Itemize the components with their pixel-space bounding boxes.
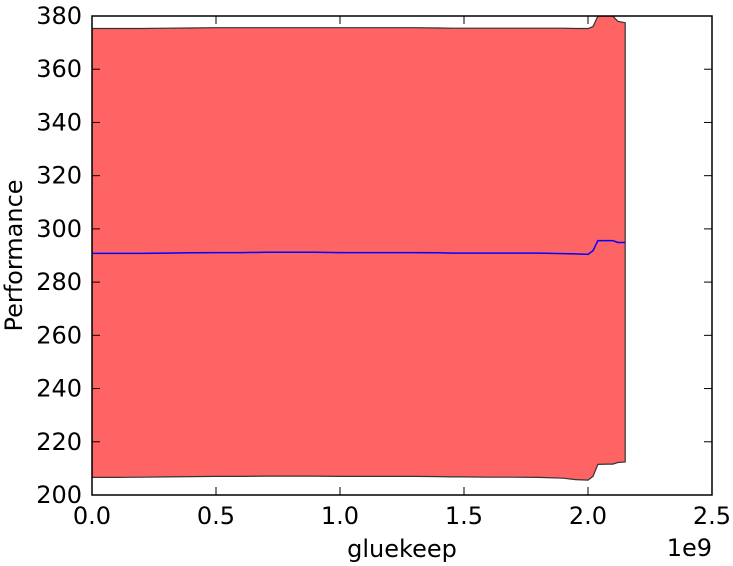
y-axis: 200 220 240 260 280 300 320 340 360 380 [36, 2, 712, 509]
y-tick-label: 360 [36, 55, 82, 83]
confidence-band [92, 16, 626, 481]
x-tick-label: 1.0 [321, 502, 359, 530]
y-tick-label: 240 [36, 375, 82, 403]
x-tick-label: 0.5 [197, 502, 235, 530]
plot-area [92, 16, 626, 481]
x-tick-label: 1.5 [445, 502, 483, 530]
series-line [92, 239, 626, 256]
x-tick-label: 0.0 [73, 502, 111, 530]
y-tick-label: 220 [36, 428, 82, 456]
plot-frame [91, 15, 713, 496]
y-tick-label: 340 [36, 108, 82, 136]
y-axis-label: Performance [0, 179, 28, 331]
x-tick-label: 2.0 [569, 502, 607, 530]
y-tick-label: 380 [36, 2, 82, 30]
y-tick-label: 280 [36, 268, 82, 296]
x-tick-label: 2.5 [693, 502, 731, 530]
y-tick-label: 260 [36, 321, 82, 349]
y-tick-label: 300 [36, 215, 82, 243]
y-tick-label: 200 [36, 481, 82, 509]
y-tick-label: 320 [36, 162, 82, 190]
x-axis: 0.0 0.5 1.0 1.5 2.0 2.5 [73, 16, 731, 530]
x-axis-label: gluekeep [347, 535, 457, 563]
x-axis-offset-label: 1e9 [667, 534, 712, 562]
